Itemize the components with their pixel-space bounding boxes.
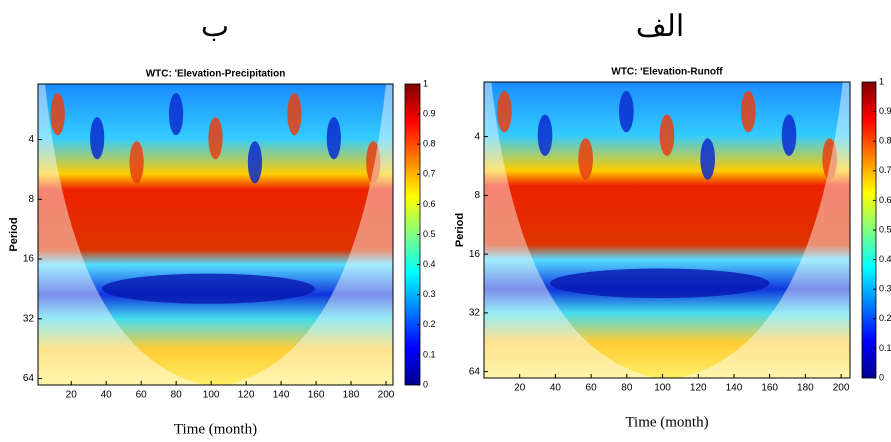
x-tick-label: 160	[761, 383, 778, 394]
coherence-blob	[208, 117, 223, 160]
y-tick-label: 64	[23, 373, 35, 384]
y-tick-label: 4	[474, 131, 480, 142]
coherence-blob	[578, 138, 593, 180]
x-tick-label: 120	[238, 390, 255, 401]
y-tick-label: 8	[28, 194, 34, 205]
colorbar-tick-label: 0.6	[423, 199, 436, 209]
plot-frame	[37, 83, 394, 386]
colorbar-tick-label: 0.4	[423, 259, 436, 269]
cone-of-influence	[38, 84, 205, 385]
x-tick-label: 40	[101, 390, 113, 401]
x-axis-label: Time (month)	[174, 421, 257, 437]
panel-label: الف	[636, 9, 685, 44]
x-tick-label: 200	[378, 390, 395, 401]
colorbar-tick-label: 0	[423, 379, 428, 389]
colorbar-tick-label: 0.2	[423, 319, 436, 329]
colorbar-tick-label: 0.9	[879, 106, 891, 116]
colorbar-tick-label: 0.1	[423, 349, 436, 359]
colorbar-tick-label: 0.1	[879, 343, 891, 353]
plot-frame	[483, 81, 851, 379]
y-tick-label: 8	[474, 190, 480, 201]
cone-of-influence	[677, 82, 850, 378]
chart-title: WTC: 'Elevation-Runoff	[611, 67, 723, 78]
x-tick-label: 40	[550, 383, 562, 394]
coherence-blob	[781, 114, 797, 156]
colorbar-tick-label: 0.8	[423, 139, 436, 149]
colorbar-tick-label: 0.9	[423, 108, 436, 118]
x-tick-label: 100	[203, 390, 220, 401]
y-tick-label: 16	[23, 254, 35, 265]
coherence-blob	[247, 141, 263, 184]
x-tick-label: 180	[797, 383, 814, 394]
y-axis-label: Period	[454, 213, 466, 247]
y-tick-label: 32	[23, 313, 35, 324]
coherence-blob	[549, 268, 770, 299]
x-tick-label: 180	[343, 390, 360, 401]
colorbar-tick-label: 0.7	[423, 169, 436, 179]
x-tick-label: 100	[654, 383, 671, 394]
x-tick-label: 20	[66, 390, 78, 401]
x-tick-label: 120	[690, 383, 707, 394]
colorbar-tick-label: 0.5	[879, 224, 891, 234]
coherence-blob	[822, 138, 837, 180]
cone-of-influence	[484, 82, 657, 378]
cone-of-influence	[226, 84, 393, 385]
y-tick-label: 4	[28, 134, 34, 145]
colorbar-tick-label: 0.3	[879, 284, 891, 294]
coherence-blob	[326, 117, 341, 160]
colorbar-tick-label: 0.2	[879, 313, 891, 323]
coherence-blob	[619, 90, 634, 133]
coherence-blob	[537, 114, 553, 156]
x-tick-label: 200	[833, 383, 850, 394]
x-tick-label: 60	[586, 383, 598, 394]
x-tick-label: 160	[308, 390, 325, 401]
panel-label: ب	[201, 9, 229, 44]
coherence-blob	[90, 117, 105, 160]
colorbar-tick-label: 0.4	[879, 254, 891, 264]
chart-title: WTC: 'Elevation-Precipitation	[146, 69, 286, 80]
coherence-blob	[659, 114, 675, 156]
x-tick-label: 60	[136, 390, 148, 401]
colorbar-tick-label: 0.3	[423, 289, 436, 299]
coherence-blob	[741, 90, 756, 133]
x-tick-label: 20	[514, 383, 526, 394]
coherence-blob	[168, 93, 184, 136]
x-tick-label: 140	[273, 390, 290, 401]
x-tick-label: 80	[171, 390, 183, 401]
colorbar-tick-label: 0.6	[879, 195, 891, 205]
colorbar-tick-label: 0.7	[879, 165, 891, 175]
colorbar-tick-label: 1	[423, 78, 428, 88]
colorbar-tick-label: 1	[879, 76, 884, 86]
coherence-blob	[287, 93, 302, 136]
y-tick-label: 16	[469, 249, 481, 260]
coherence-blob	[50, 93, 65, 136]
x-tick-label: 80	[621, 383, 633, 394]
coherence-blob	[497, 90, 512, 133]
coherence-blob	[700, 138, 715, 180]
y-axis-label: Period	[8, 217, 20, 251]
colorbar-tick-label: 0.5	[423, 229, 436, 239]
x-axis-label: Time (month)	[625, 414, 708, 430]
coherence-blob	[129, 141, 144, 184]
y-tick-label: 64	[469, 366, 481, 377]
colorbar-tick-label: 0	[879, 372, 884, 382]
y-tick-label: 32	[469, 308, 481, 319]
coherence-blob	[101, 273, 315, 304]
x-tick-label: 140	[726, 383, 743, 394]
colorbar-tick-label: 0.8	[879, 136, 891, 146]
coherence-blob	[366, 141, 381, 184]
